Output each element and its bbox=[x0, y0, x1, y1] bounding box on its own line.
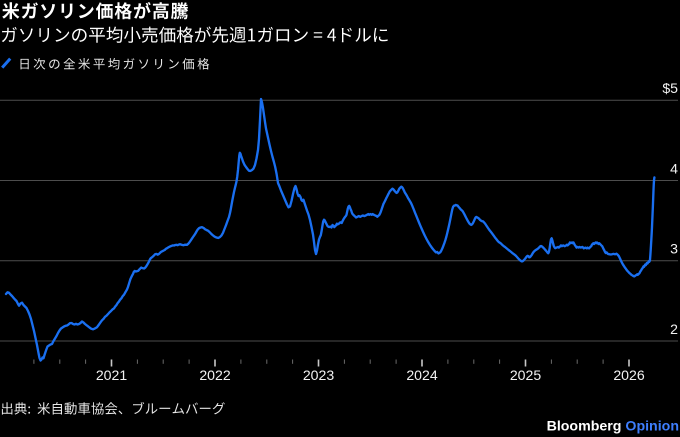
svg-text:2: 2 bbox=[670, 321, 678, 337]
svg-text:4: 4 bbox=[670, 160, 678, 176]
svg-text:2023: 2023 bbox=[303, 367, 335, 383]
svg-text:2026: 2026 bbox=[613, 367, 645, 383]
svg-text:2024: 2024 bbox=[406, 367, 438, 383]
svg-text:Bloomberg Opinion: Bloomberg Opinion bbox=[547, 419, 679, 435]
svg-text:3: 3 bbox=[670, 241, 678, 257]
svg-text:2025: 2025 bbox=[510, 367, 542, 383]
svg-text:2021: 2021 bbox=[96, 367, 128, 383]
svg-text:2022: 2022 bbox=[199, 367, 231, 383]
svg-text:$5: $5 bbox=[662, 80, 678, 96]
